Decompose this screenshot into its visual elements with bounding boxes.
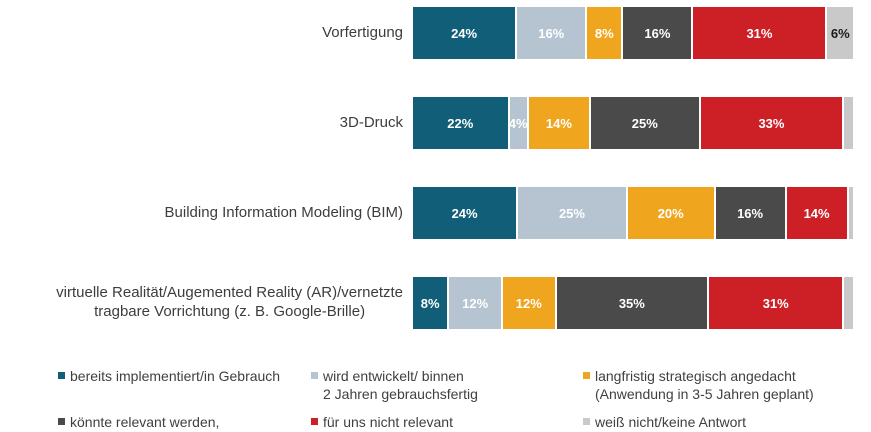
stacked-bar: 24% 16% 8% 16% 31% 6% [413, 7, 854, 59]
legend-item: könnte relevant werden, [58, 413, 311, 431]
bar-segment-value: 6% [830, 25, 850, 41]
bar-segment-value: 24% [451, 205, 478, 221]
bar-segment: 8% [587, 7, 622, 59]
category-label-text: Vorfertigung [322, 23, 403, 41]
legend-label: weiß nicht/keine Antwort [595, 414, 746, 431]
category-label-text: 3D-Druck [339, 113, 403, 131]
legend-item: weiß nicht/keine Antwort [583, 413, 871, 431]
bar-segment: 14% [786, 187, 847, 239]
bar-segment: 14% [528, 97, 589, 149]
bar-segment: 8% [413, 277, 448, 329]
legend-swatch [58, 372, 65, 379]
bar-segment-value: 25% [631, 115, 658, 131]
bar-segment: 22% [413, 97, 508, 149]
bar-segment-value: 14% [545, 115, 572, 131]
chart-row: virtuelle Realität/Augemented Reality (A… [0, 277, 871, 329]
bar-segment-value: 4% [508, 115, 528, 131]
bar-segment [844, 97, 853, 149]
category-label: Building Information Modeling (BIM) [0, 204, 413, 223]
category-label-text: virtuelle Realität/Augemented Reality (A… [56, 284, 403, 320]
legend-label: für uns nicht relevant [323, 414, 453, 431]
category-label: 3D-Druck [0, 114, 413, 133]
bar-segment: 16% [623, 7, 692, 59]
legend-item: wird entwickelt/ binnen 2 Jahren gebrauc… [311, 367, 583, 403]
category-label: virtuelle Realität/Augemented Reality (A… [0, 284, 413, 322]
bar-segment: 31% [693, 7, 826, 59]
legend-swatch [583, 418, 590, 426]
bar-segment-value: 8% [420, 295, 440, 311]
bar-segment: 16% [715, 187, 785, 239]
bar-segment-value: 16% [538, 25, 565, 41]
chart-row: Vorfertigung 24% 16% 8% 16% 31% 6% [0, 7, 871, 59]
legend-item: langfristig strategisch angedacht (Anwen… [583, 367, 871, 403]
legend-item: bereits implementiert/in Gebrauch [58, 367, 311, 403]
bar-segment-value: 12% [462, 295, 489, 311]
bar-segment: 20% [627, 187, 714, 239]
bar-segment-value: 12% [515, 295, 542, 311]
bar-segment: 24% [413, 7, 516, 59]
legend-swatch [58, 418, 65, 426]
bar-segment-value: 20% [657, 205, 684, 221]
chart-row: 3D-Druck 22% 4% 14% 25% 33% [0, 97, 871, 149]
category-label: Vorfertigung [0, 24, 413, 43]
bar-segment-value: 8% [594, 25, 614, 41]
bar-segment: 4% [508, 97, 528, 149]
stacked-bar: 8% 12% 12% 35% 31% [413, 277, 853, 329]
bar-segment [848, 187, 853, 239]
bar-segment: 16% [517, 7, 586, 59]
bar-segment-value: 31% [746, 25, 773, 41]
chart-row: Building Information Modeling (BIM) 24% 25… [0, 187, 871, 239]
category-label-text: Building Information Modeling (BIM) [164, 203, 403, 221]
legend-label: langfristig strategisch angedacht (Anwen… [595, 368, 814, 403]
stacked-bar: 22% 4% 14% 25% 33% [413, 97, 853, 149]
legend-item: für uns nicht relevant [311, 413, 583, 431]
bar-segment-value: 25% [558, 205, 585, 221]
bar-segment-value: 31% [762, 295, 789, 311]
bar-segment: 31% [709, 277, 843, 329]
legend-swatch [583, 372, 590, 379]
bar-segment-value: 16% [737, 205, 764, 221]
bar-segment: 12% [503, 277, 555, 329]
chart-legend: bereits implementiert/in Gebrauch wird en… [0, 367, 871, 432]
bar-segment-value: 16% [644, 25, 671, 41]
bar-segment-value: 22% [447, 115, 474, 131]
bar-segment-value: 33% [758, 115, 785, 131]
bar-segment: 6% [827, 7, 854, 59]
legend-swatch [311, 418, 318, 426]
bar-segment: 12% [449, 277, 501, 329]
stacked-bar: 24% 25% 20% 16% 14% [413, 187, 853, 239]
legend-label: bereits implementiert/in Gebrauch [70, 368, 281, 384]
bar-segment-value: 14% [803, 205, 830, 221]
bar-segment [844, 277, 853, 329]
bar-segment: 24% [413, 187, 517, 239]
chart-rows: Vorfertigung 24% 16% 8% 16% 31% 6% 3D-Druck 22% 4… [0, 7, 871, 329]
bar-segment: 35% [556, 277, 708, 329]
bar-segment: 25% [518, 187, 626, 239]
bar-segment: 33% [700, 97, 843, 149]
legend-label: könnte relevant werden, [70, 414, 220, 431]
bar-segment-value: 24% [451, 25, 478, 41]
bar-segment: 25% [591, 97, 699, 149]
bar-segment-value: 35% [618, 295, 645, 311]
legend-swatch [311, 372, 318, 379]
legend-label: wird entwickelt/ binnen 2 Jahren gebrauc… [323, 368, 478, 403]
